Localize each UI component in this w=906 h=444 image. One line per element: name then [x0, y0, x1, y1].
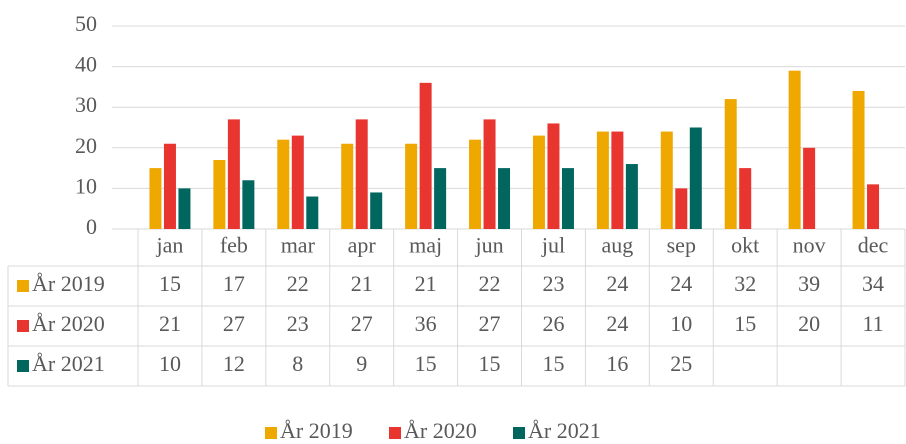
x-tick-label: jun — [474, 233, 503, 258]
legend-key — [17, 320, 29, 332]
y-tick-label: 30 — [75, 92, 97, 117]
bar — [341, 143, 354, 229]
bar — [227, 119, 240, 229]
bar — [469, 139, 482, 229]
table-cell: 22 — [479, 271, 501, 296]
table-cell: 15 — [479, 351, 501, 376]
bar — [213, 159, 226, 229]
bar — [689, 127, 702, 229]
table-cell: 21 — [351, 271, 373, 296]
bar — [611, 131, 624, 229]
table-cell: 9 — [356, 351, 367, 376]
legend-key — [389, 427, 401, 439]
table-cell: 27 — [223, 311, 245, 336]
table-cell: 23 — [287, 311, 309, 336]
bar — [355, 119, 368, 229]
bar — [660, 131, 673, 229]
row-label: År 2020 — [32, 311, 105, 336]
legend-key — [17, 280, 29, 292]
table-cell: 17 — [223, 271, 245, 296]
bar — [483, 119, 496, 229]
x-tick-label: feb — [220, 233, 248, 258]
table-cell: 39 — [798, 271, 820, 296]
bar — [625, 164, 638, 229]
bar — [306, 196, 319, 229]
x-tick-label: apr — [348, 233, 377, 258]
legend-label: År 2020 — [404, 418, 477, 443]
bar — [724, 99, 737, 229]
bar — [852, 90, 865, 230]
table-cell: 15 — [159, 271, 181, 296]
row-label: År 2019 — [32, 271, 105, 296]
y-tick-label: 50 — [75, 11, 97, 36]
legend-label: År 2019 — [280, 418, 353, 443]
table-cell: 22 — [287, 271, 309, 296]
table-cell: 34 — [862, 271, 884, 296]
x-tick-label: nov — [793, 233, 826, 258]
table-cell: 20 — [798, 311, 820, 336]
bar — [675, 188, 688, 229]
bar — [561, 168, 574, 229]
bar — [277, 139, 290, 229]
x-tick-label: sep — [667, 233, 696, 258]
row-label: År 2021 — [32, 351, 105, 376]
y-tick-label: 10 — [75, 173, 97, 198]
bar — [547, 123, 560, 229]
bar — [419, 82, 432, 229]
bar — [434, 168, 447, 229]
table-cell: 24 — [606, 311, 628, 336]
table-cell: 8 — [292, 351, 303, 376]
legend-label: År 2021 — [528, 418, 601, 443]
bar — [149, 168, 162, 229]
table-cell: 26 — [542, 311, 564, 336]
table-cell: 21 — [415, 271, 437, 296]
table-cell: 32 — [734, 271, 756, 296]
legend-key — [513, 427, 525, 439]
bar — [596, 131, 609, 229]
bar — [498, 168, 511, 229]
table-cell: 25 — [670, 351, 692, 376]
table-cell: 12 — [223, 351, 245, 376]
bar — [163, 143, 176, 229]
bar — [405, 143, 418, 229]
bar — [739, 168, 752, 229]
y-tick-label: 40 — [75, 52, 97, 77]
table-cell: 27 — [479, 311, 501, 336]
x-tick-label: jan — [156, 233, 184, 258]
table-cell: 15 — [415, 351, 437, 376]
table-cell: 23 — [542, 271, 564, 296]
table-cell: 10 — [670, 311, 692, 336]
table-cell: 11 — [862, 311, 883, 336]
table-cell: 36 — [415, 311, 437, 336]
legend-key — [17, 360, 29, 372]
table-cell: 10 — [159, 351, 181, 376]
bar — [291, 135, 304, 229]
table-cell: 16 — [606, 351, 628, 376]
bar — [788, 70, 801, 229]
x-tick-label: dec — [858, 233, 889, 258]
bar — [242, 180, 255, 229]
x-tick-label: aug — [601, 233, 633, 258]
table-cell: 21 — [159, 311, 181, 336]
table-cell: 27 — [351, 311, 373, 336]
bar — [178, 188, 191, 229]
bar — [803, 147, 816, 229]
y-tick-label: 0 — [86, 214, 97, 239]
table-cell: 15 — [542, 351, 564, 376]
x-tick-label: jul — [541, 233, 565, 258]
legend-key — [265, 427, 277, 439]
table-cell: 15 — [734, 311, 756, 336]
table-cell: 24 — [606, 271, 628, 296]
bar — [532, 135, 545, 229]
x-tick-label: okt — [731, 233, 759, 258]
x-tick-label: mar — [281, 233, 316, 258]
x-tick-label: maj — [409, 233, 442, 258]
y-tick-label: 20 — [75, 133, 97, 158]
bar — [370, 192, 383, 229]
bar — [867, 184, 880, 229]
table-cell: 24 — [670, 271, 692, 296]
